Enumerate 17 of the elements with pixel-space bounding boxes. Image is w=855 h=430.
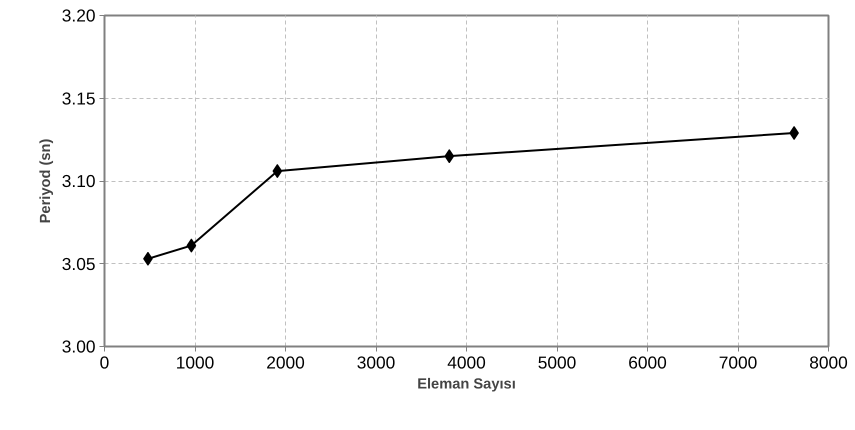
y-tick-label: 3.15 [62,88,96,108]
x-tick-label: 7000 [718,352,758,372]
y-tick-label: 3.00 [62,336,96,356]
point [444,149,454,164]
x-axis-title: Eleman Sayısı [417,376,516,392]
x-tick-label: 1000 [176,352,214,372]
x-tick-label: 8000 [809,352,848,372]
y-tick-label: 3.20 [62,6,96,26]
y-axis-title: Periyod (sn) [38,138,54,224]
y-tick-label: 3.05 [62,254,96,274]
x-tick-label: 6000 [628,352,667,372]
x-tick-label: 0 [100,352,110,372]
x-tick-label: 3000 [356,352,396,372]
x-tick-label: 2000 [266,352,305,372]
y-tick-label: 3.10 [62,171,96,191]
x-tick-label: 4000 [447,352,486,372]
x-tick-label: 5000 [538,352,576,372]
